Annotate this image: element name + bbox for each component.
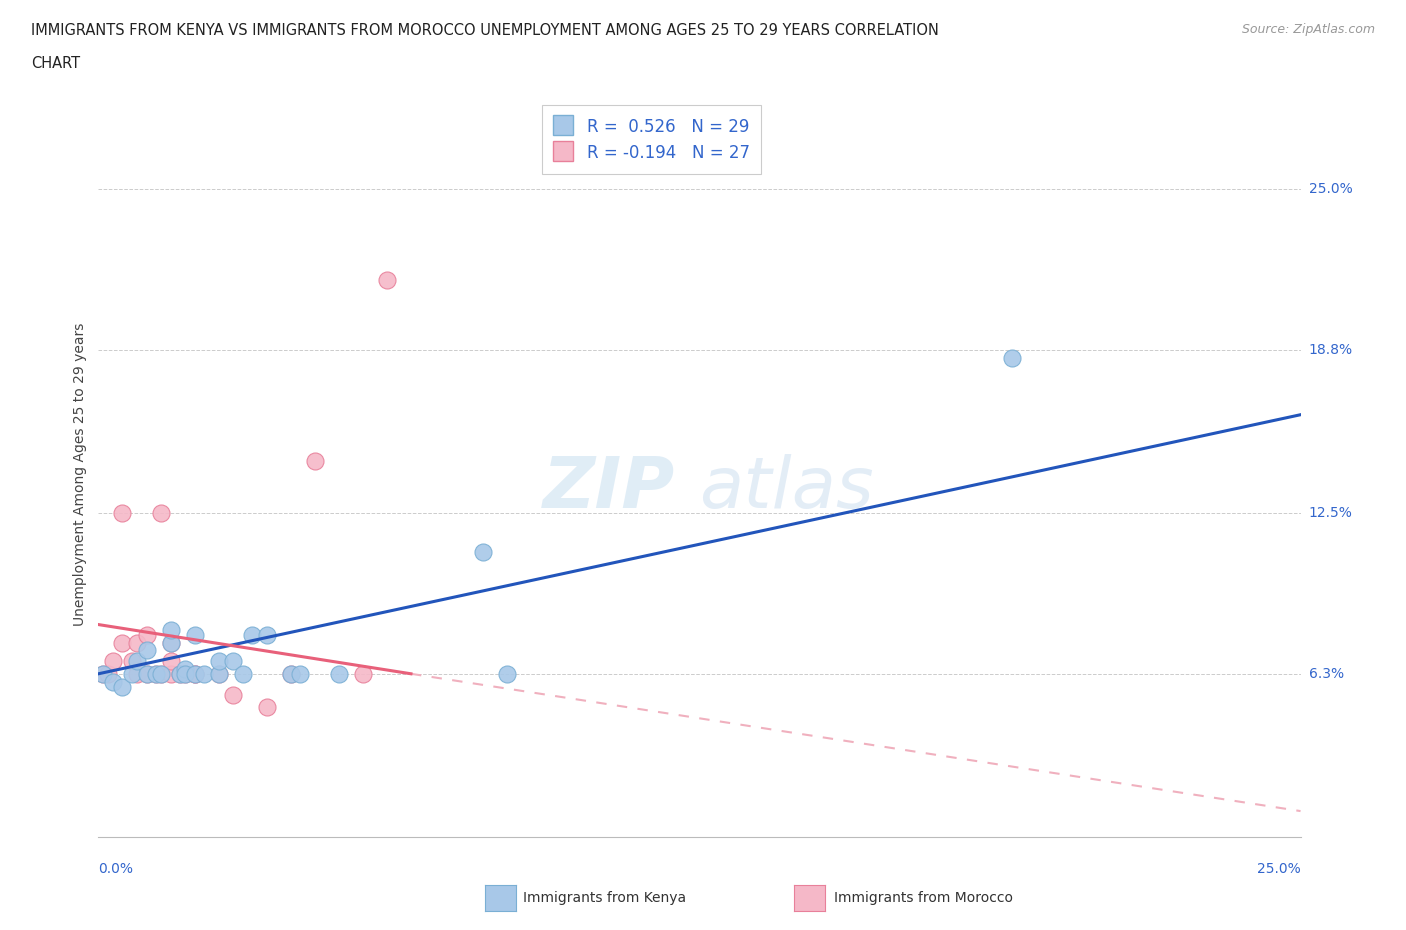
Point (145, 666, 167, 681)
Point (208, 654, 231, 669)
Text: 12.5%: 12.5% (1309, 506, 1353, 520)
Point (149, 666, 172, 681)
Point (280, 666, 302, 681)
Y-axis label: Unemployment Among Ages 25 to 29 years: Unemployment Among Ages 25 to 29 years (73, 323, 87, 626)
Point (208, 666, 231, 681)
Point (375, 272, 398, 287)
Text: IMMIGRANTS FROM KENYA VS IMMIGRANTS FROM MOROCCO UNEMPLOYMENT AMONG AGES 25 TO 2: IMMIGRANTS FROM KENYA VS IMMIGRANTS FROM… (31, 23, 939, 38)
Point (169, 666, 191, 681)
Point (193, 666, 215, 681)
Point (97, 666, 120, 681)
Point (159, 635, 181, 650)
Point (135, 643, 157, 658)
Text: Immigrants from Morocco: Immigrants from Morocco (834, 891, 1012, 906)
Point (135, 666, 157, 681)
Point (159, 654, 181, 669)
Text: 6.3%: 6.3% (1309, 667, 1344, 681)
Point (159, 622, 181, 637)
Point (1001, 351, 1024, 365)
Point (135, 666, 157, 681)
Point (232, 666, 254, 681)
Text: CHART: CHART (31, 56, 80, 71)
Point (149, 666, 172, 681)
Point (222, 687, 245, 702)
Text: Immigrants from Kenya: Immigrants from Kenya (523, 891, 686, 906)
Point (135, 628, 157, 643)
Point (174, 666, 197, 681)
Text: ZIP: ZIP (543, 455, 675, 524)
Point (121, 666, 143, 681)
Point (183, 666, 205, 681)
Point (256, 700, 278, 715)
Point (208, 666, 231, 681)
Point (101, 674, 124, 689)
Point (145, 666, 167, 681)
Text: 18.8%: 18.8% (1309, 343, 1353, 357)
Point (125, 654, 148, 669)
Point (111, 506, 134, 521)
Point (169, 666, 191, 681)
Text: Source: ZipAtlas.com: Source: ZipAtlas.com (1241, 23, 1375, 36)
Point (290, 666, 312, 681)
Point (183, 666, 205, 681)
Point (472, 545, 495, 560)
Point (111, 635, 134, 650)
Text: 0.0%: 0.0% (98, 862, 134, 876)
Point (183, 666, 205, 681)
Point (256, 628, 278, 643)
Point (121, 654, 143, 669)
Point (183, 628, 205, 643)
Point (111, 679, 134, 694)
Legend: R =  0.526   N = 29, R = -0.194   N = 27: R = 0.526 N = 29, R = -0.194 N = 27 (541, 105, 761, 174)
Point (328, 666, 350, 681)
Text: 25.0%: 25.0% (1309, 182, 1353, 196)
Text: 25.0%: 25.0% (1257, 862, 1301, 876)
Point (125, 666, 148, 681)
Point (159, 635, 181, 650)
Point (280, 666, 302, 681)
Point (101, 654, 124, 669)
Point (125, 635, 148, 650)
Text: atlas: atlas (699, 455, 875, 524)
Point (304, 454, 326, 469)
Point (149, 506, 172, 521)
Point (91, 666, 114, 681)
Point (91, 666, 114, 681)
Point (159, 666, 181, 681)
Point (222, 654, 245, 669)
Point (240, 628, 263, 643)
Point (174, 666, 197, 681)
Point (174, 661, 197, 676)
Point (352, 666, 374, 681)
Point (496, 666, 519, 681)
